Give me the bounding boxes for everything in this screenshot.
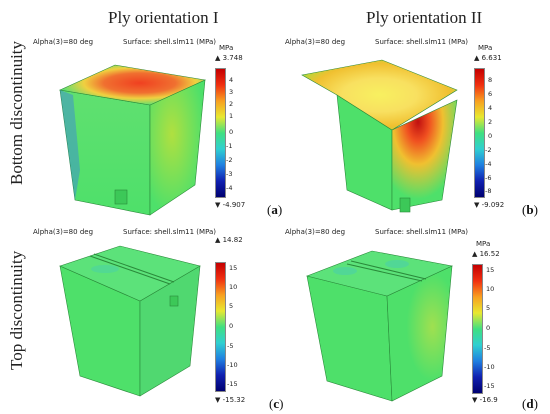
max-value: ▲ 3.748 (215, 54, 243, 62)
tick-label: -6 (485, 174, 492, 182)
tick-label: 6 (488, 90, 493, 98)
tick-label: 0 (486, 324, 491, 332)
stress-model-a (58, 64, 207, 216)
alpha-text: Alpha(3)=80 deg (285, 228, 346, 236)
alpha-text: Alpha(3)=80 deg (33, 38, 94, 46)
min-value: ▼ -16.9 (472, 396, 498, 404)
panel-label: (b) (522, 202, 538, 217)
max-value: ▲ 6.631 (474, 54, 502, 62)
tick-label: 15 (229, 264, 238, 272)
tick-label: -5 (484, 344, 491, 352)
stress-model-b (301, 59, 458, 213)
tick-label: -3 (226, 170, 233, 178)
tick-label: 4 (488, 104, 493, 112)
panel-b: Alpha(3)=80 deg Surface: shell.slm11 (MP… (282, 30, 547, 220)
tick-label: 0 (488, 132, 493, 140)
panel-a: Alpha(3)=80 deg Surface: shell.slm11 (MP… (25, 30, 290, 220)
tick-label: -4 (226, 184, 233, 192)
surface-text: Surface: shell.slm11 (MPa) (375, 38, 468, 46)
panel-label: (d) (522, 396, 538, 411)
tick-label: 8 (488, 76, 493, 84)
tick-label: 4 (229, 76, 234, 84)
column-title-ply-1: Ply orientation I (108, 8, 219, 27)
unit-label: MPa (478, 44, 493, 52)
column-title-ply-2: Ply orientation II (366, 8, 483, 27)
colorbar (472, 264, 483, 394)
tick-label: 10 (229, 283, 238, 291)
tick-label: 3 (229, 88, 234, 96)
surface-text: Surface: shell.slm11 (MPa) (375, 228, 468, 236)
tick-label: 2 (488, 118, 493, 126)
tick-label: -2 (485, 146, 492, 154)
tick-label: 0 (229, 128, 234, 136)
surface-text: Surface: shell.slm11 (MPa) (123, 38, 216, 46)
min-value: ▼ -9.092 (474, 201, 505, 209)
tick-label: -10 (227, 361, 238, 369)
min-value: ▼ -4.907 (215, 201, 246, 209)
colorbar (215, 68, 226, 198)
tick-label: 2 (229, 100, 234, 108)
tick-label: -2 (226, 156, 233, 164)
max-value: ▲ 16.52 (472, 250, 500, 258)
row-title-bottom: Bottom discontinuity (7, 40, 26, 185)
row-title-top: Top discontinuity (7, 250, 26, 370)
tick-label: -10 (484, 363, 495, 371)
panel-label: (c) (269, 396, 284, 411)
tick-label: -4 (485, 160, 492, 168)
stress-model-d (306, 250, 453, 402)
tick-label: -8 (485, 187, 492, 195)
colorbar (215, 262, 226, 392)
tick-label: 5 (486, 304, 491, 312)
stress-model-c (59, 245, 201, 397)
tick-label: 15 (486, 266, 495, 274)
alpha-text: Alpha(3)=80 deg (285, 38, 346, 46)
tick-label: 5 (229, 302, 234, 310)
colorbar (474, 68, 485, 198)
tick-label: 1 (229, 112, 234, 120)
tick-label: 0 (229, 322, 234, 330)
tick-label: -15 (227, 380, 238, 388)
alpha-text: Alpha(3)=80 deg (33, 228, 94, 236)
panel-c: Alpha(3)=80 deg Surface: shell.slm11 (MP… (25, 222, 290, 412)
surface-text: Surface: shell.slm11 (MPa) (123, 228, 216, 236)
min-value: ▼ -15.32 (215, 396, 246, 404)
unit-label: MPa (219, 44, 234, 52)
max-value: ▲ 14.82 (215, 236, 243, 244)
tick-label: -1 (226, 142, 233, 150)
tick-label: -15 (484, 382, 495, 390)
tick-label: 10 (486, 285, 495, 293)
unit-label: MPa (476, 240, 491, 248)
tick-label: -5 (227, 342, 234, 350)
panel-d: Alpha(3)=80 deg Surface: shell.slm11 (MP… (282, 222, 547, 412)
panel-label: (a) (267, 202, 283, 217)
